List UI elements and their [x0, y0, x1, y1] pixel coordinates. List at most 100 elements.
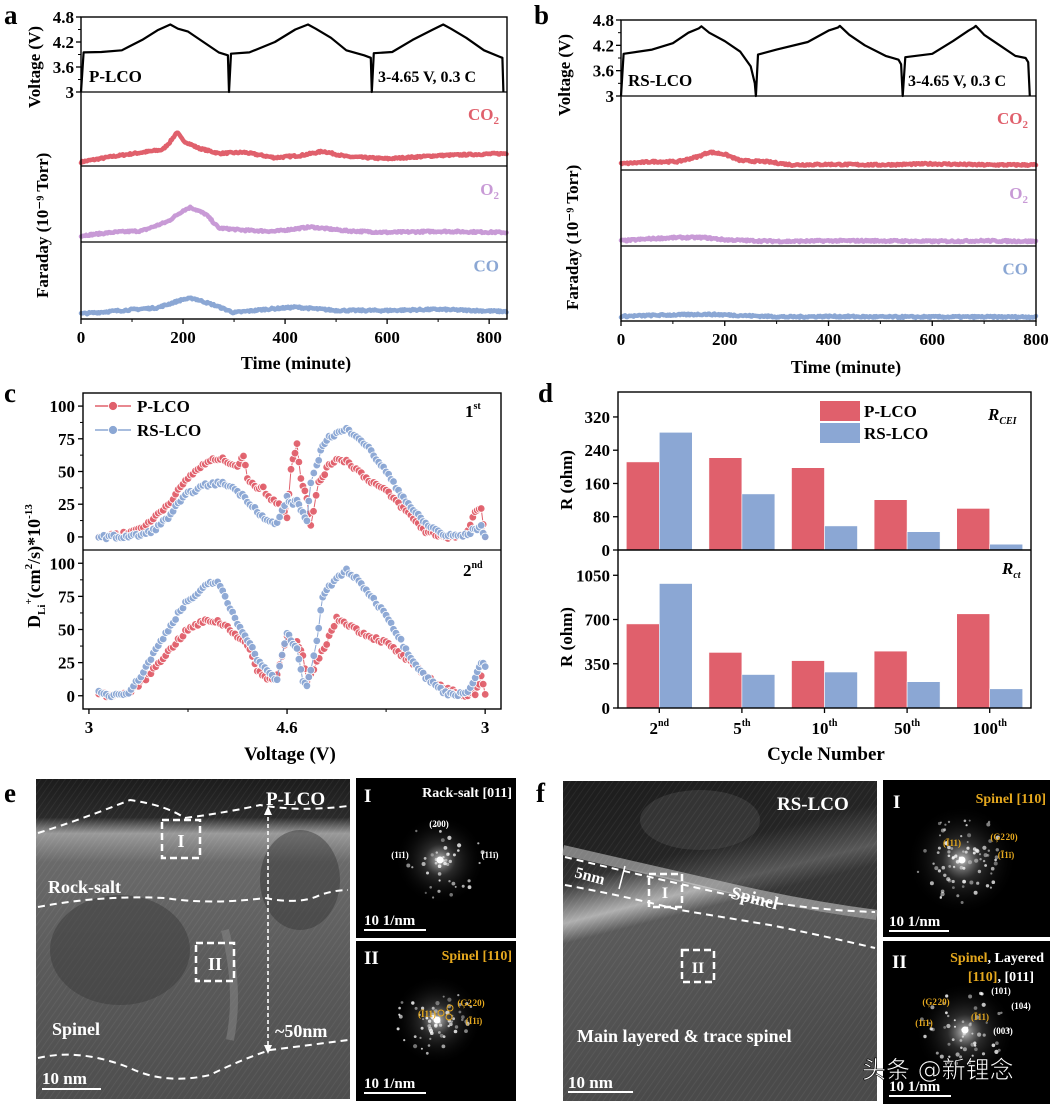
diffraction-spot	[430, 1012, 435, 1017]
data-point	[320, 470, 329, 479]
diffraction-spot	[413, 1044, 418, 1049]
bar-p-lco-2nd	[625, 623, 660, 709]
diffraction-spot	[450, 1020, 454, 1023]
series-rs-lco	[94, 564, 490, 701]
diffraction-spot	[451, 881, 456, 886]
data-point	[481, 690, 490, 699]
bar-p-lco-50th	[873, 499, 908, 551]
diffraction-spot	[990, 872, 993, 875]
spot-label: (104)	[1011, 1001, 1031, 1011]
diffraction-spot	[448, 859, 452, 864]
voltage-y-label: Voltage (V)	[25, 26, 44, 108]
diffraction-spot	[943, 828, 947, 832]
diffraction-spot	[418, 1013, 421, 1017]
diffraction-spot	[950, 847, 954, 850]
diffraction-spot	[413, 1035, 417, 1038]
diffraction-spot	[467, 885, 472, 890]
tem-image	[561, 781, 878, 1101]
diffraction-spot	[932, 862, 935, 865]
layered-label: Main layered & trace spinel	[577, 1026, 792, 1046]
scale-bar-label: 10 1/nm	[364, 1076, 416, 1092]
bar-p-lco-50th	[873, 650, 908, 709]
diffraction-spot	[953, 865, 955, 868]
data-point	[314, 456, 323, 465]
central-spot	[433, 1016, 441, 1024]
diffraction-spot	[987, 820, 991, 824]
spot-label: (1ī1)	[391, 850, 409, 860]
spot-marker	[446, 1004, 454, 1012]
fft-title-line-1: Spinel, Layered	[950, 951, 1044, 966]
voltage-line	[79, 23, 505, 94]
region-box-ii	[680, 948, 716, 984]
bar-rs-lco-100th	[989, 688, 1024, 709]
diffraction-spot	[442, 1035, 446, 1038]
diffraction-spot	[937, 846, 941, 850]
diffraction-spot	[437, 864, 442, 868]
x-axis-label: Voltage (V)	[244, 744, 336, 765]
diffraction-spots	[406, 824, 485, 899]
panel-a-gas-evolution-p-lco: a 3 3.6 4.2 4.8 0 200 400 600 800 P-LCO 3-4.65 …	[4, 0, 509, 374]
panel-f-tem-rs-lco: f I II RS-LCO 5nm Spinel Main layered & …	[536, 778, 1050, 1104]
diffraction-spot	[991, 880, 996, 884]
y-tick-label: 80	[593, 508, 610, 527]
diffraction-spot	[403, 1039, 406, 1042]
series-line	[98, 615, 486, 698]
legend-swatch	[820, 401, 860, 421]
diffraction-spot	[966, 841, 969, 843]
panel-d-impedance-bars: d 0 80 160 240 320 0 350 700 1050 2nd 5th 10th 50th 1…	[538, 378, 1032, 765]
diffraction-spot	[437, 889, 441, 893]
data-point	[241, 460, 250, 470]
diffraction-spot	[447, 835, 452, 841]
data-point	[309, 468, 318, 478]
y-axis-label-top: R (ohm)	[557, 450, 576, 510]
diffraction-spot	[951, 1038, 955, 1041]
fft-title: Spinel [110]	[442, 949, 512, 964]
thickness-arrow	[618, 865, 626, 890]
spot-label: (Ī1ī)	[998, 850, 1015, 860]
sample-label: RS-LCO	[777, 794, 849, 815]
diffraction-spot	[434, 824, 437, 827]
diffraction-spot	[988, 839, 993, 843]
diffraction-spot	[984, 864, 987, 867]
diffraction-spot	[457, 849, 460, 852]
diffraction-spot	[442, 856, 445, 859]
data-point	[316, 606, 325, 615]
diffraction-spot	[940, 821, 942, 824]
diffraction-spot	[415, 829, 418, 833]
diffraction-spot	[411, 1001, 415, 1005]
diffraction-spot	[398, 1014, 403, 1019]
panel-b-gas-evolution-rs-lco: b 3 3.6 4.2 4.8 0 200 400 600 800 RS-LCO 3-4.65…	[534, 0, 1049, 378]
diffraction-spot	[430, 853, 434, 857]
x-axis-label: Time (minute)	[791, 357, 901, 378]
panel-frames	[620, 19, 1037, 322]
diffraction-spot	[480, 850, 485, 855]
scale-bar-label: 10 1/nm	[364, 913, 416, 929]
spinel-label: Spinel	[52, 1019, 100, 1039]
gas-line-0	[78, 130, 509, 166]
scale-bar-label: 10 nm	[42, 1069, 87, 1088]
diffraction-spot	[942, 1001, 946, 1006]
diffraction-spot	[993, 861, 998, 866]
y-tick-label: 75	[58, 587, 75, 606]
bar-rs-lco-50th	[906, 531, 941, 551]
diffraction-spot	[946, 1023, 951, 1029]
diffraction-spot	[477, 842, 480, 845]
spot-marker	[445, 1013, 453, 1021]
data-point	[282, 513, 292, 522]
diffraction-spot	[953, 1061, 958, 1066]
data-point	[259, 482, 268, 492]
y-tick-label: 3	[606, 87, 615, 106]
x-axis-label: Cycle Number	[767, 744, 885, 765]
diffraction-spot	[434, 1009, 438, 1013]
fft-inset-ii: II Spinel, Layered [110], [011] (Ģ2 20) …	[883, 941, 1050, 1104]
spot-label: (003)	[993, 1026, 1013, 1036]
gas-label: CO2	[468, 105, 500, 127]
bar-p-lco-10th	[791, 467, 825, 551]
fft-title-line-2: [110], [011]	[968, 970, 1034, 985]
diffraction-spot	[991, 1043, 996, 1048]
diffraction-spot	[936, 851, 940, 854]
scale-bar-label: 10 1/nm	[889, 914, 941, 930]
diffraction-spot	[983, 853, 988, 858]
bar-p-lco-5th	[708, 652, 743, 709]
